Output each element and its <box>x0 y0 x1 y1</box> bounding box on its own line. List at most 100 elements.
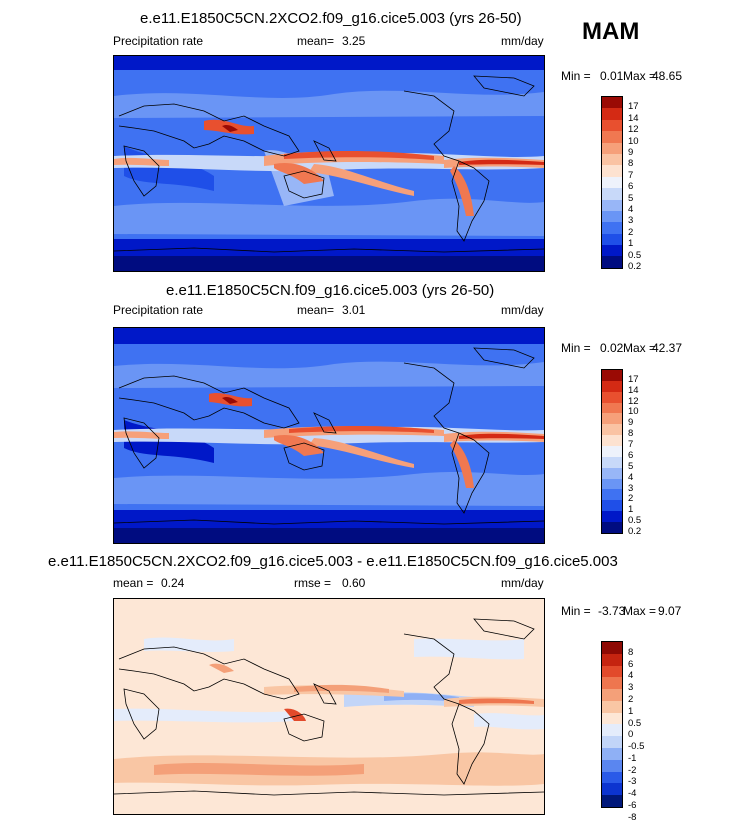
panel2-max-label: Max = <box>623 341 657 355</box>
colorbar-swatch <box>602 771 622 784</box>
colorbar-tick-label: 2 <box>628 226 634 238</box>
colorbar-tick-label: 4 <box>628 670 634 682</box>
colorbar-tick-label: 5 <box>628 460 634 472</box>
colorbar-tick-label: 0.5 <box>628 249 642 261</box>
colorbar-tick-label: 17 <box>628 373 639 385</box>
panel3-rmse-label: rmse = <box>294 576 332 590</box>
panel3-max-label: Max = <box>623 604 657 618</box>
colorbar-swatch <box>602 446 622 457</box>
panel1-max-label: Max = <box>623 69 657 83</box>
panel2-map-field <box>114 328 544 543</box>
colorbar-tick-label: 0.5 <box>628 515 642 527</box>
colorbar-tick-label: 14 <box>628 112 639 124</box>
colorbar-tick-label: 7 <box>628 439 634 451</box>
colorbar-tick-label: -8 <box>628 811 637 823</box>
colorbar-tick-label: 5 <box>628 192 634 204</box>
colorbar-swatch <box>602 642 622 654</box>
colorbar-tick-label: 12 <box>628 124 639 136</box>
colorbar-tick-label: 4 <box>628 471 634 483</box>
colorbar-swatch <box>602 689 622 701</box>
panel3-map-field <box>114 599 544 814</box>
panel2-min-label: Min = <box>561 341 591 355</box>
panel1-mean-label: mean= <box>297 34 335 48</box>
colorbar-tick-label: 6 <box>628 449 634 461</box>
panel1-max-value: 48.65 <box>652 69 683 83</box>
colorbar-swatch <box>602 478 622 490</box>
panel3-min-label: Min = <box>561 604 591 618</box>
colorbar-tick-label: -1 <box>628 752 637 764</box>
panel2-map <box>113 327 545 544</box>
colorbar-tick-label: 10 <box>628 406 639 418</box>
colorbar-swatch <box>602 233 622 246</box>
panel2-mean-label: mean= <box>297 303 335 317</box>
colorbar-swatch <box>602 165 622 177</box>
panel1-units: mm/day <box>501 34 544 48</box>
colorbar-swatch <box>602 176 622 189</box>
colorbar-swatch <box>602 108 622 120</box>
colorbar-tick-label: 1 <box>628 504 634 516</box>
colorbar-tick-label: 6 <box>628 181 634 193</box>
panel1-coastlines <box>114 75 544 253</box>
panel3-colorbar <box>601 641 623 808</box>
colorbar-tick-label: 0.2 <box>628 526 642 537</box>
panel1-variable: Precipitation rate <box>113 34 204 48</box>
colorbar-tick-label: -4 <box>628 788 637 800</box>
colorbar-swatch <box>602 500 622 512</box>
colorbar-tick-label: -0.5 <box>628 741 645 753</box>
panel3-title: e.e11.E1850C5CN.2XCO2.f09_g16.cice5.003 … <box>48 553 618 570</box>
colorbar-swatch <box>602 665 622 678</box>
colorbar-swatch <box>602 222 622 234</box>
panel2-title: e.e11.E1850C5CN.f09_g16.cice5.003 (yrs 2… <box>166 282 495 299</box>
panel3-mean-label: mean = <box>113 576 154 590</box>
colorbar-tick-label: 0 <box>628 729 634 741</box>
colorbar-tick-label: 8 <box>628 428 634 440</box>
panel1-map-field <box>114 56 544 271</box>
colorbar-tick-label: -6 <box>628 800 637 811</box>
season-label: MAM <box>582 18 640 45</box>
colorbar-swatch <box>602 759 622 772</box>
colorbar-swatch <box>602 119 622 132</box>
panel3-max-value: 9.07 <box>658 604 682 618</box>
colorbar-swatch <box>602 391 622 403</box>
panel1-min-value: 0.01 <box>600 69 624 83</box>
colorbar-tick-label: 6 <box>628 658 634 670</box>
colorbar-swatch <box>602 435 622 447</box>
colorbar-tick-label: 10 <box>628 135 639 147</box>
colorbar-swatch <box>602 795 622 807</box>
colorbar-swatch <box>602 245 622 257</box>
colorbar-tick-label: 2 <box>628 693 634 705</box>
colorbar-tick-label: 1 <box>628 705 634 717</box>
panel3-rmse-value: 0.60 <box>342 576 366 590</box>
colorbar-swatch <box>602 522 622 533</box>
colorbar-swatch <box>602 677 622 690</box>
colorbar-swatch <box>602 783 622 796</box>
panel2-coastlines <box>114 347 544 525</box>
colorbar-tick-label: 3 <box>628 682 634 694</box>
colorbar-tick-label: 0.2 <box>628 261 642 272</box>
colorbar-swatch <box>602 142 622 154</box>
panel2-colorbar <box>601 369 623 534</box>
panel3-mean-value: 0.24 <box>161 576 185 590</box>
colorbar-swatch <box>602 456 622 468</box>
colorbar-swatch <box>602 131 622 143</box>
panel2-min-value: 0.02 <box>600 341 624 355</box>
panel3-coastlines <box>114 618 544 796</box>
colorbar-tick-label: 0.5 <box>628 717 642 729</box>
panel3-min-value: -3.73 <box>598 604 626 618</box>
panel1-min-label: Min = <box>561 69 591 83</box>
colorbar-tick-label: 9 <box>628 417 634 429</box>
colorbar-swatch <box>602 724 622 737</box>
colorbar-tick-label: 17 <box>628 101 639 113</box>
panel1-colorbar <box>601 96 623 269</box>
panel3-map <box>113 598 545 815</box>
colorbar-swatch <box>602 736 622 749</box>
colorbar-tick-label: 8 <box>628 646 634 658</box>
colorbar-swatch <box>602 188 622 200</box>
colorbar-swatch <box>602 370 622 381</box>
colorbar-swatch <box>602 210 622 223</box>
panel2-variable: Precipitation rate <box>113 303 204 317</box>
colorbar-tick-label: 4 <box>628 204 634 215</box>
colorbar-tick-label: 2 <box>628 493 634 505</box>
colorbar-tick-label: 7 <box>628 169 634 181</box>
colorbar-tick-label: 14 <box>628 384 639 396</box>
